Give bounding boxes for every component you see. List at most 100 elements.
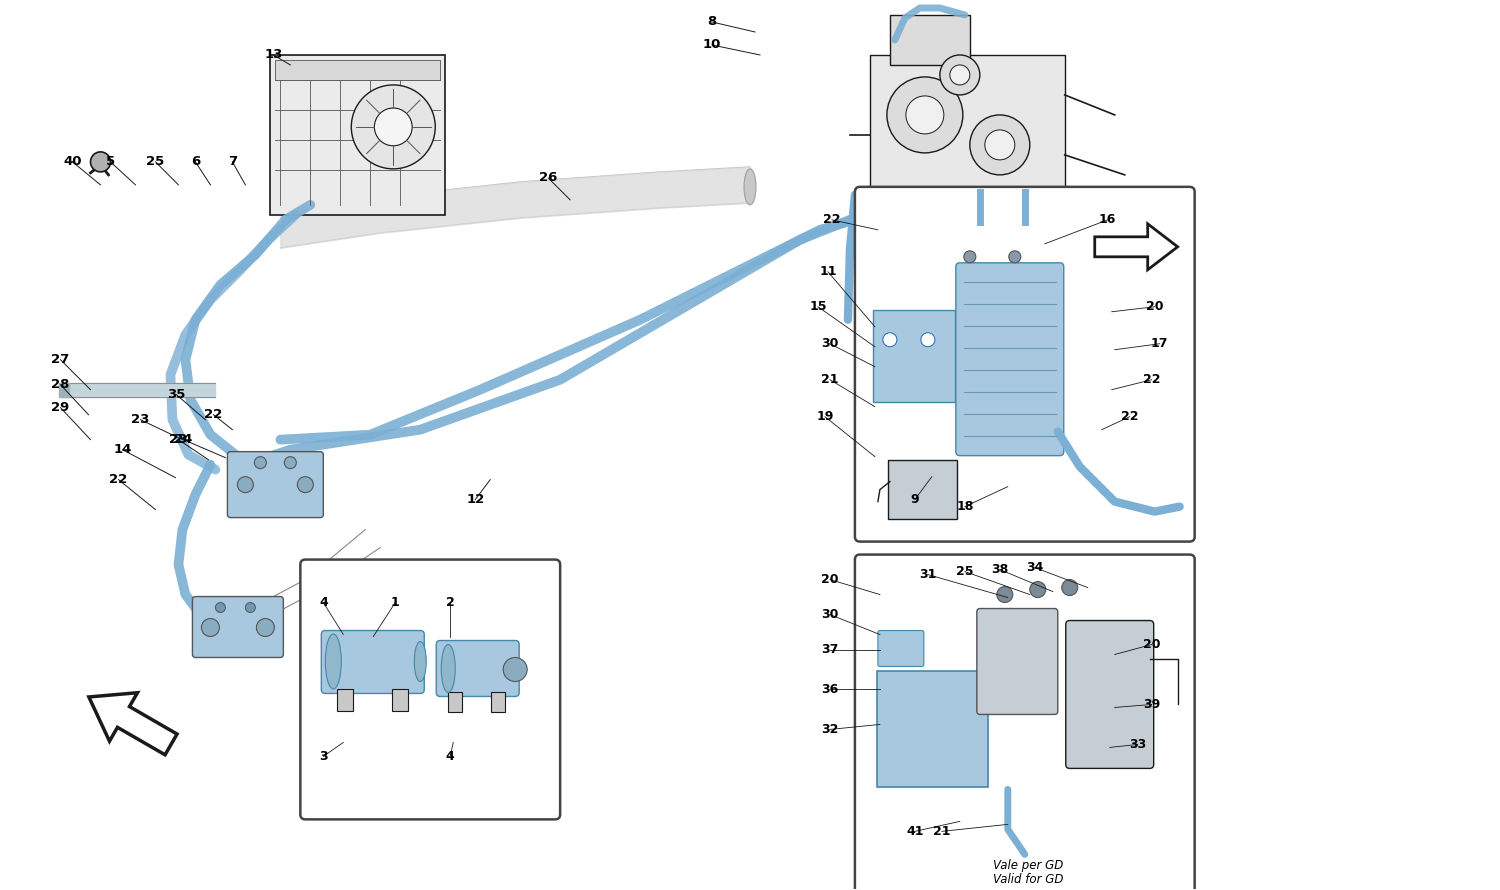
Text: Valid for GD: Valid for GD [993,873,1064,886]
Text: 20: 20 [821,573,839,586]
Text: 25: 25 [147,156,165,168]
FancyBboxPatch shape [956,263,1064,456]
Text: 38: 38 [992,563,1008,576]
Text: 39: 39 [1143,698,1161,711]
Text: 24: 24 [174,433,192,446]
Text: 22: 22 [1143,373,1161,386]
FancyBboxPatch shape [870,55,1065,200]
Circle shape [90,152,111,172]
Text: 33: 33 [1130,738,1146,751]
FancyBboxPatch shape [1066,620,1154,768]
FancyBboxPatch shape [393,690,408,711]
Circle shape [255,457,267,469]
FancyBboxPatch shape [976,609,1058,715]
Text: Vale per GD: Vale per GD [993,860,1064,872]
Circle shape [351,85,435,169]
FancyBboxPatch shape [192,596,284,658]
Ellipse shape [326,634,342,689]
Text: 30: 30 [822,608,839,621]
Text: 14: 14 [114,443,132,457]
Circle shape [237,477,254,493]
Text: 22: 22 [1120,410,1138,423]
FancyBboxPatch shape [321,630,424,693]
Text: 25: 25 [956,565,974,578]
FancyBboxPatch shape [890,15,971,65]
Circle shape [297,477,314,493]
Text: 3: 3 [320,750,327,763]
Text: 7: 7 [228,156,237,168]
Text: 18: 18 [956,500,974,514]
Text: 5: 5 [106,156,116,168]
Text: 36: 36 [822,683,839,696]
Circle shape [1030,581,1045,597]
Circle shape [246,603,255,612]
Text: 21: 21 [933,825,951,837]
FancyBboxPatch shape [448,692,462,713]
Text: 17: 17 [1150,337,1168,351]
Text: 37: 37 [822,643,839,656]
Circle shape [906,96,944,134]
FancyBboxPatch shape [878,630,924,667]
Text: 22: 22 [824,214,840,226]
Text: 19: 19 [816,410,834,423]
Circle shape [886,77,963,153]
Text: 22: 22 [110,473,128,486]
Polygon shape [1095,223,1178,270]
Text: 27: 27 [51,353,69,366]
FancyBboxPatch shape [228,451,324,518]
Text: 12: 12 [466,493,484,506]
Text: 21: 21 [821,373,839,386]
Text: 4: 4 [320,596,327,609]
FancyBboxPatch shape [873,310,956,401]
Text: 40: 40 [63,156,82,168]
FancyBboxPatch shape [270,55,446,214]
FancyBboxPatch shape [878,671,989,788]
Text: 11: 11 [819,265,837,279]
Text: 20: 20 [1143,638,1161,651]
Circle shape [375,108,413,146]
FancyBboxPatch shape [436,641,519,697]
Text: 10: 10 [704,38,722,52]
Text: 26: 26 [538,172,558,184]
Circle shape [216,603,225,612]
Text: 23: 23 [170,433,188,446]
FancyBboxPatch shape [300,560,560,820]
FancyBboxPatch shape [276,60,440,80]
Circle shape [964,251,976,263]
Text: 15: 15 [808,300,826,313]
Text: 16: 16 [1100,214,1116,226]
Text: 34: 34 [1026,561,1044,574]
Text: 29: 29 [51,401,69,414]
Circle shape [998,587,1012,603]
FancyBboxPatch shape [855,187,1194,542]
Text: 32: 32 [822,723,839,736]
Circle shape [921,333,934,347]
FancyBboxPatch shape [888,459,957,519]
Circle shape [256,619,274,636]
Text: 28: 28 [51,378,69,392]
Circle shape [201,619,219,636]
Text: 20: 20 [1146,300,1164,313]
Text: 8: 8 [708,15,717,28]
Ellipse shape [441,644,454,692]
Text: 22: 22 [204,409,222,421]
Polygon shape [88,692,177,755]
Text: 9: 9 [910,493,920,506]
FancyBboxPatch shape [338,690,354,711]
Text: 30: 30 [822,337,839,351]
Circle shape [940,55,980,95]
Text: 6: 6 [190,156,200,168]
Circle shape [986,130,1016,160]
Text: 35: 35 [168,388,186,401]
Circle shape [503,658,526,682]
Text: 4: 4 [446,750,454,763]
Ellipse shape [744,169,756,205]
Circle shape [285,457,297,469]
Circle shape [1062,579,1077,595]
FancyBboxPatch shape [855,554,1194,890]
Text: 2: 2 [446,596,454,609]
FancyBboxPatch shape [490,692,506,713]
Text: 31: 31 [920,568,936,581]
Circle shape [884,333,897,347]
Circle shape [970,115,1030,174]
